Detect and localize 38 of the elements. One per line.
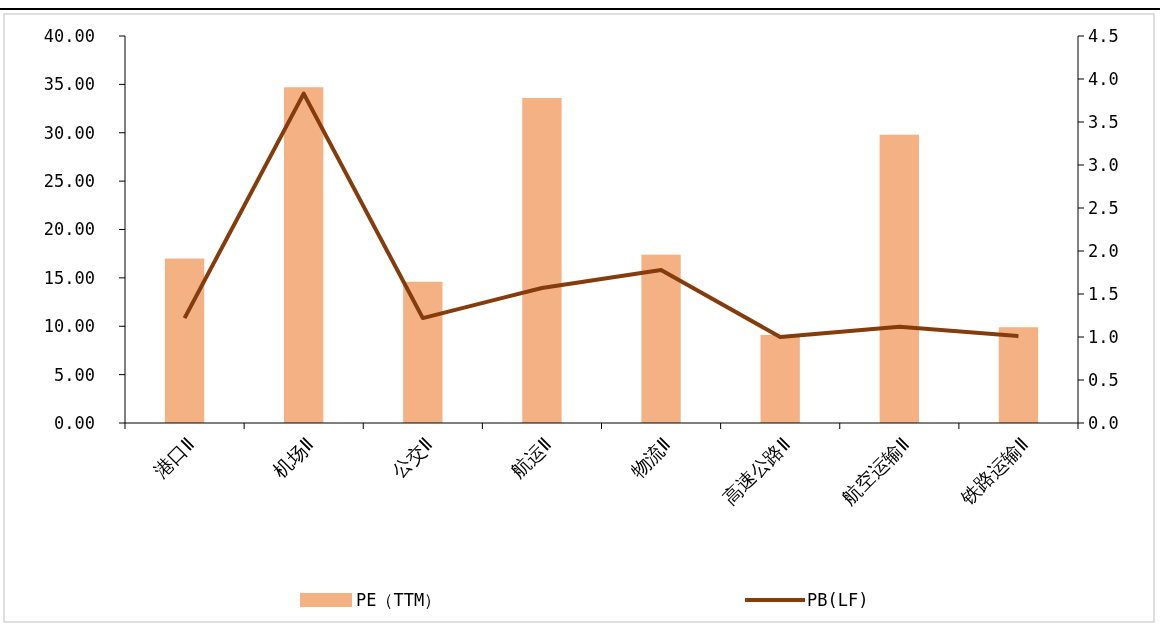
y2-tick-label: 3.5 [1088,111,1119,132]
y-tick-label: 10.00 [43,316,95,337]
x-tick-label: 物流Ⅱ [625,432,675,482]
line-series [182,91,1021,339]
x-tick-label: 高速公路Ⅱ [718,432,794,509]
x-tick-label: 机场Ⅱ [268,432,318,482]
y-tick-label: 35.00 [43,74,95,95]
y-tick-label: 40.00 [43,25,95,46]
y2-tick-label: 1.5 [1088,283,1119,304]
y2-tick-label: 2.0 [1088,240,1119,261]
x-tick-label: 公交Ⅱ [387,432,437,482]
bar [879,134,919,423]
x-tick-label: 航空运输Ⅱ [837,432,913,509]
y2-tick-label: 2.5 [1088,197,1119,218]
y2-tick-label: 1.0 [1088,326,1119,347]
bar [760,334,800,423]
y-tick-label: 5.00 [54,364,95,385]
legend-label: PB(LF) [807,589,869,610]
bar [284,87,324,423]
y2-tick-label: 4.5 [1088,25,1119,46]
y2-tick-label: 0.0 [1088,412,1119,433]
bar [522,97,562,423]
x-tick-label: 港口Ⅱ [149,432,199,482]
y2-tick-label: 0.5 [1088,369,1119,390]
x-tick-label: 铁路运输Ⅱ [955,432,1032,510]
legend-label: PE（TTM） [356,589,442,610]
y-tick-label: 20.00 [43,219,95,240]
y2-tick-label: 4.0 [1088,68,1119,89]
y2-tick-label: 3.0 [1088,154,1119,175]
bar [998,327,1039,423]
bar [164,258,205,423]
y-tick-label: 30.00 [43,122,95,143]
bar [403,281,443,423]
y-tick-label: 25.00 [43,171,95,192]
bar [641,254,681,423]
y-tick-label: 15.00 [43,267,95,288]
y-tick-label: 0.00 [54,412,95,433]
x-tick-label: 航运Ⅱ [506,432,556,482]
